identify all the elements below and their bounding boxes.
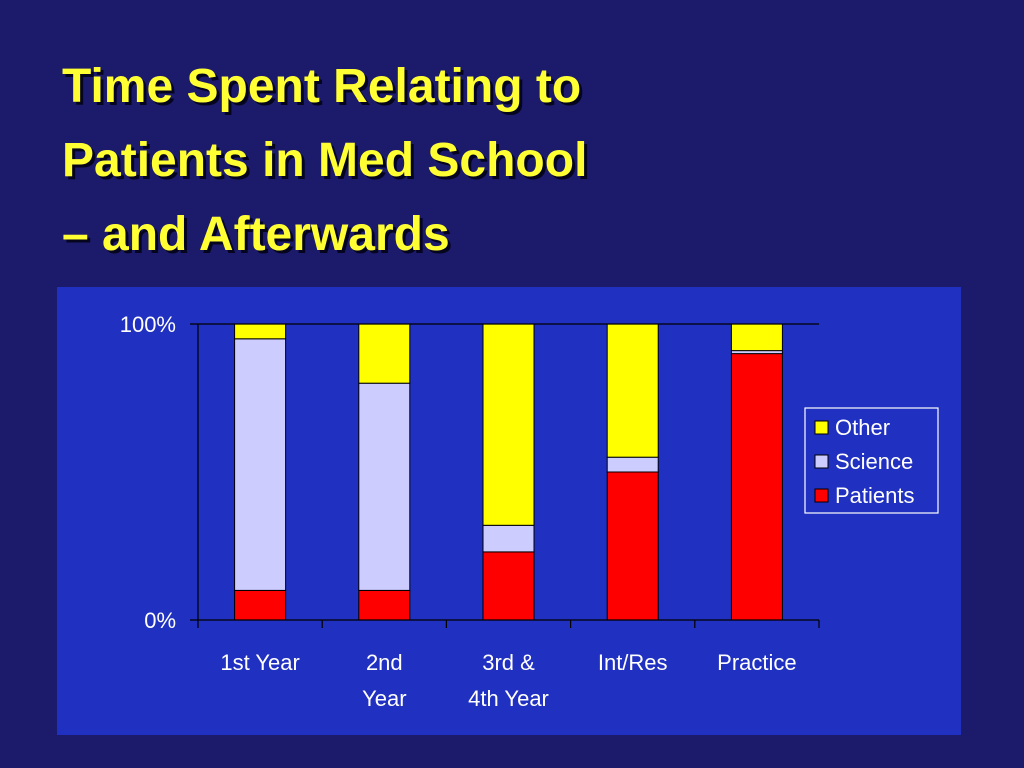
bar-patients-3rd-4th-year (482, 551, 535, 621)
title-line-3: – and Afterwards (62, 208, 450, 261)
y-tick-label: 0% (144, 608, 176, 633)
x-tick-label: 1st Year (220, 650, 300, 675)
bar-science-2nd-year (358, 382, 411, 591)
bar-other-1st-year (234, 323, 287, 340)
bar-other-2nd-year (358, 323, 411, 384)
title-line-2: Patients in Med School (62, 134, 588, 187)
x-tick-label: Practice (717, 650, 796, 675)
legend-swatch-other (814, 420, 829, 435)
bar-science-1st-year (234, 338, 287, 591)
legend-label-patients: Patients (835, 483, 915, 508)
legend-label-science: Science (835, 449, 913, 474)
bar-science-int-res (606, 456, 659, 473)
bar-patients-1st-year (234, 589, 287, 621)
stacked-bar-chart: 100% 0% 1st Year 2nd Year 3rd & 4th Year Int/Re… (120, 312, 939, 711)
x-tick-label: 3rd & 4th Year (468, 650, 549, 711)
slide-title: Time Spent Relating to Patients in Med S… (62, 50, 587, 272)
bar-other-3rd-4th-year (482, 323, 535, 526)
bar-other-practice (730, 323, 783, 352)
legend-box (804, 407, 939, 514)
legend-swatch-science (814, 454, 829, 469)
bar-patients-2nd-year (358, 589, 411, 621)
bar-patients-practice (730, 353, 783, 621)
bar-other-int-res (606, 323, 659, 458)
y-tick-label: 100% (120, 312, 176, 337)
title-line-1: Time Spent Relating to (62, 60, 582, 113)
legend-swatch-patients (814, 488, 829, 503)
bar-science-3rd-4th-year (482, 524, 535, 553)
x-tick-label: Int/Res (598, 650, 668, 675)
bar-patients-int-res (606, 471, 659, 621)
legend-label-other: Other (835, 415, 890, 440)
chart-panel: 100% 0% 1st Year 2nd Year 3rd & 4th Year Int/Re… (57, 287, 961, 735)
x-tick-label: 2nd Year (362, 650, 406, 711)
